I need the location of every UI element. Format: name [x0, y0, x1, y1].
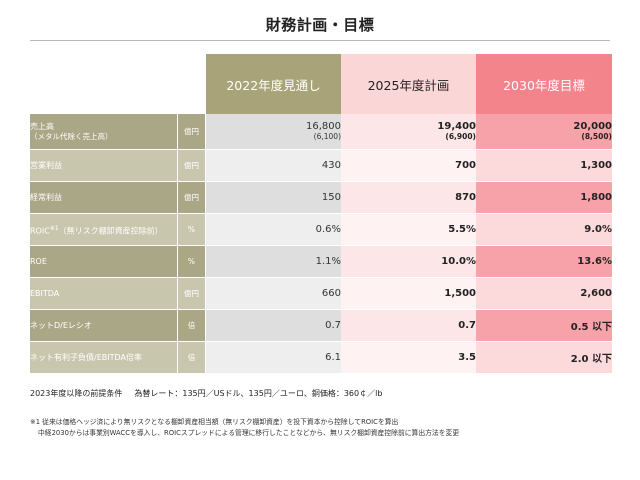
row-unit: 億円 — [178, 182, 206, 214]
cell-2025: 10.0% — [341, 246, 476, 278]
title-divider — [30, 40, 610, 41]
table-row-net-debt-ebitda: ネット有利子負債/EBITDA倍率 倍 6.1 3.5 2.0 以下 — [30, 342, 612, 374]
assumptions-text: 為替レート：135円／USドル、135円／ユーロ、銅価格：360￠／lb — [134, 389, 383, 398]
footnote-marker: ※1 — [49, 224, 59, 232]
column-header-2022: 2022年度見通し — [206, 54, 341, 114]
cell-2030: 13.6% — [476, 246, 612, 278]
cell-2025: 0.7 — [341, 310, 476, 342]
header-blank — [30, 54, 206, 114]
cell-2025: 870 — [341, 182, 476, 214]
assumptions: 2023年度以降の前提条件 為替レート：135円／USドル、135円／ユーロ、銅価… — [30, 388, 382, 399]
row-label-tail: （無リスク棚卸資産控除前） — [58, 226, 163, 236]
cell-value: 16,800 — [306, 121, 341, 132]
footnotes: ※1 従来は価格ヘッジ済により無リスクとなる棚卸資産相当額（無リスク棚卸資産）を… — [30, 417, 459, 439]
cell-2025: 5.5% — [341, 214, 476, 246]
table-header-row: 2022年度見通し 2025年度計画 2030年度目標 — [30, 54, 612, 114]
row-label: 営業利益 — [30, 150, 178, 182]
row-unit: % — [178, 246, 206, 278]
cell-subvalue: (8,500) — [581, 132, 612, 141]
financial-table: 2022年度見通し 2025年度計画 2030年度目標 売上高 （メタル代除く売上… — [30, 54, 612, 374]
row-unit: 億円 — [178, 114, 206, 150]
row-unit: 倍 — [178, 342, 206, 374]
row-label: ネットD/Eレシオ — [30, 310, 178, 342]
row-label-text: 売上高 — [30, 122, 54, 131]
cell-2022: 0.7 — [206, 310, 341, 342]
assumptions-label: 2023年度以降の前提条件 — [30, 389, 123, 398]
row-label: ROE — [30, 246, 178, 278]
row-label: ネット有利子負債/EBITDA倍率 — [30, 342, 178, 374]
row-sublabel: （メタル代除く売上高） — [30, 132, 113, 141]
row-unit: 億円 — [178, 278, 206, 310]
table-row-roic: ROIC※1（無リスク棚卸資産控除前） % 0.6% 5.5% 9.0% — [30, 214, 612, 246]
row-label: 経常利益 — [30, 182, 178, 214]
cell-2022: 0.6% — [206, 214, 341, 246]
table-row-operating-profit: 営業利益 億円 430 700 1,300 — [30, 150, 612, 182]
row-unit: 倍 — [178, 310, 206, 342]
cell-2030: 2,600 — [476, 278, 612, 310]
cell-2025: 3.5 — [341, 342, 476, 374]
cell-2030: 20,000 (8,500) — [476, 114, 612, 150]
page-title: 財務計画・目標 — [265, 16, 375, 34]
row-label-text: ROIC — [30, 226, 50, 236]
cell-value: 19,400 — [437, 121, 476, 132]
cell-2030: 1,800 — [476, 182, 612, 214]
cell-2022: 150 — [206, 182, 341, 214]
row-label: 売上高 （メタル代除く売上高） — [30, 114, 178, 150]
column-header-2030: 2030年度目標 — [476, 54, 612, 114]
table-row-ordinary-profit: 経常利益 億円 150 870 1,800 — [30, 182, 612, 214]
row-label: EBITDA — [30, 278, 178, 310]
table-row-roe: ROE % 1.1% 10.0% 13.6% — [30, 246, 612, 278]
cell-subvalue: (6,100) — [313, 132, 341, 141]
cell-2030: 9.0% — [476, 214, 612, 246]
cell-2030: 0.5 以下 — [476, 310, 612, 342]
cell-2030: 2.0 以下 — [476, 342, 612, 374]
cell-2022: 16,800 (6,100) — [206, 114, 341, 150]
cell-2030: 1,300 — [476, 150, 612, 182]
row-unit: % — [178, 214, 206, 246]
cell-2025: 1,500 — [341, 278, 476, 310]
table-row-net-de-ratio: ネットD/Eレシオ 倍 0.7 0.7 0.5 以下 — [30, 310, 612, 342]
cell-2022: 6.1 — [206, 342, 341, 374]
cell-subvalue: (6,900) — [445, 132, 476, 141]
row-label: ROIC※1（無リスク棚卸資産控除前） — [30, 214, 178, 246]
footnote-line: ※1 従来は価格ヘッジ済により無リスクとなる棚卸資産相当額（無リスク棚卸資産）を… — [30, 418, 399, 426]
cell-2022: 430 — [206, 150, 341, 182]
cell-2025: 700 — [341, 150, 476, 182]
row-unit: 億円 — [178, 150, 206, 182]
footnote-line: 中経2030からは事業別WACCを導入し、ROICスプレッドによる管理に移行した… — [38, 429, 460, 437]
column-header-2025: 2025年度計画 — [341, 54, 476, 114]
cell-value: 20,000 — [573, 121, 612, 132]
cell-2022: 1.1% — [206, 246, 341, 278]
cell-2025: 19,400 (6,900) — [341, 114, 476, 150]
table-row-ebitda: EBITDA 億円 660 1,500 2,600 — [30, 278, 612, 310]
table-row-sales: 売上高 （メタル代除く売上高） 億円 16,800 (6,100) 19,400 (6… — [30, 114, 612, 150]
cell-2022: 660 — [206, 278, 341, 310]
